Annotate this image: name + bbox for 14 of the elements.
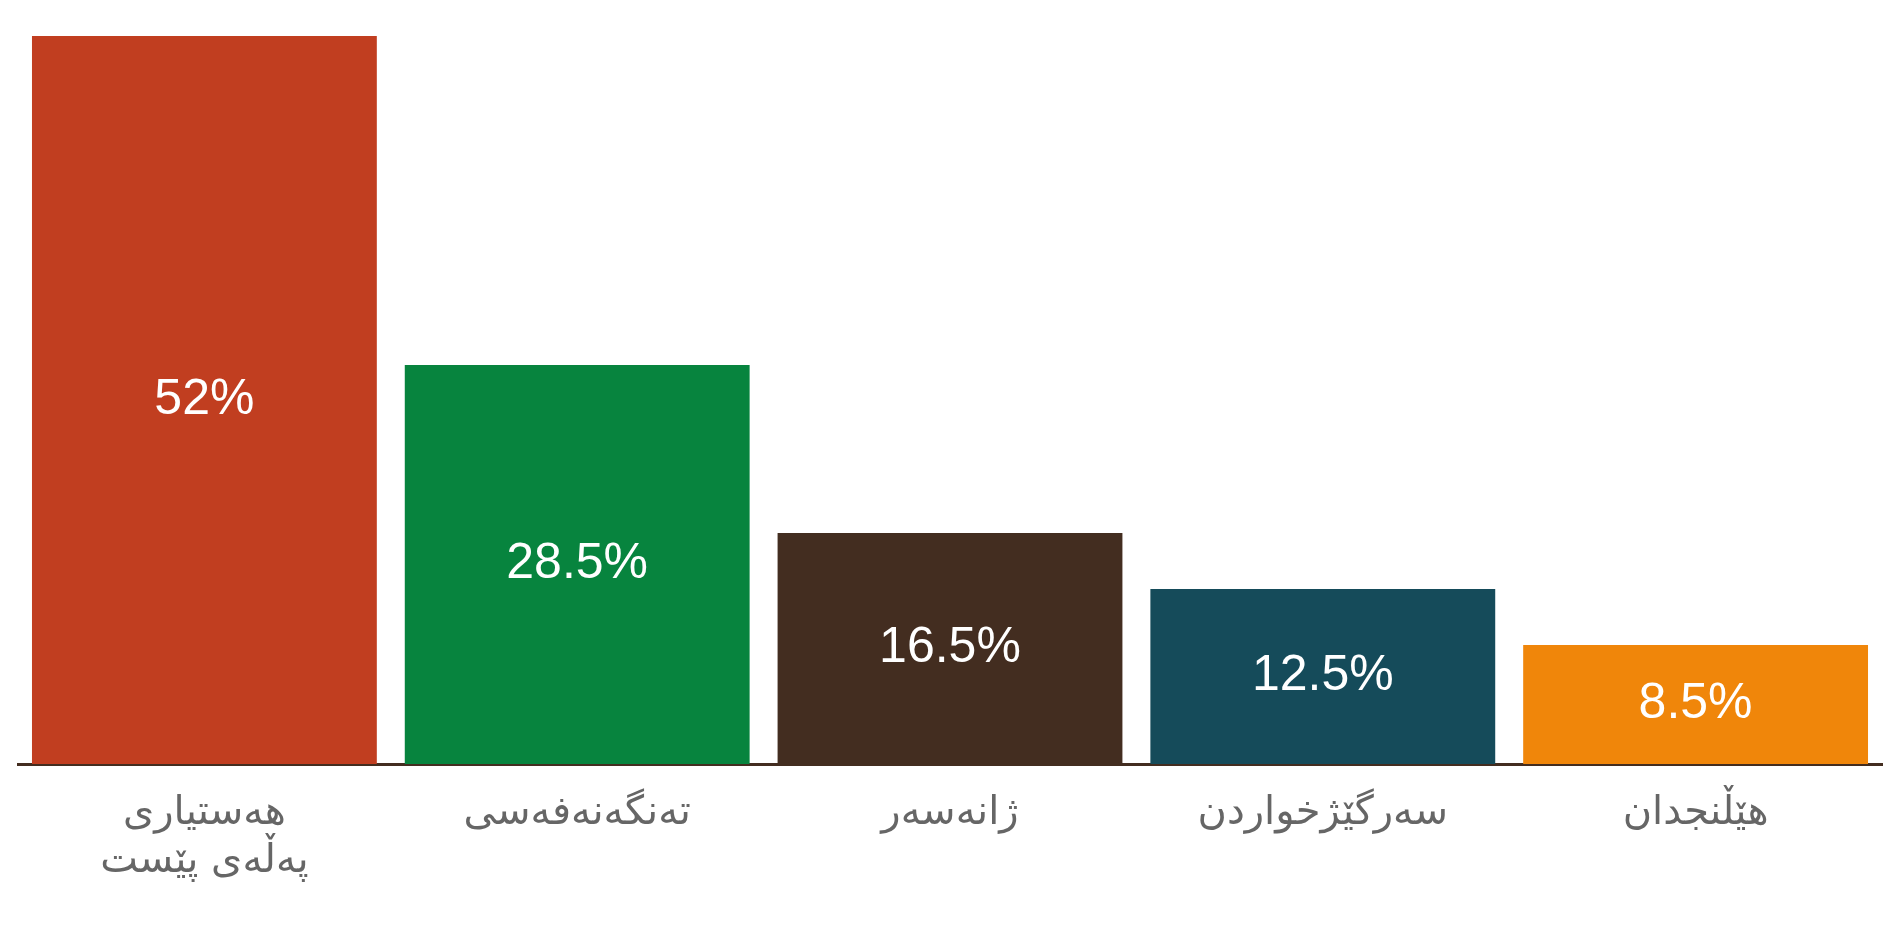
x-tick-label: هەستیاری پەڵەی پێست bbox=[100, 787, 309, 883]
data-label: 28.5% bbox=[506, 533, 649, 590]
x-tick-label: ژانەسەر bbox=[879, 787, 1019, 835]
data-label: 16.5% bbox=[879, 617, 1021, 674]
bar bbox=[404, 365, 750, 764]
x-tick-label: تەنگەنەفەسی bbox=[463, 787, 691, 834]
data-label: 12.5% bbox=[1251, 645, 1394, 702]
bar bbox=[31, 36, 377, 764]
data-label: 52% bbox=[154, 368, 255, 425]
bar bbox=[1523, 645, 1869, 764]
bar bbox=[1150, 589, 1496, 764]
data-label: 8.5% bbox=[1638, 673, 1753, 730]
x-tick-label: سەرگێژخواردن bbox=[1197, 787, 1449, 835]
x-tick-label: هێڵنجدان bbox=[1622, 785, 1769, 834]
